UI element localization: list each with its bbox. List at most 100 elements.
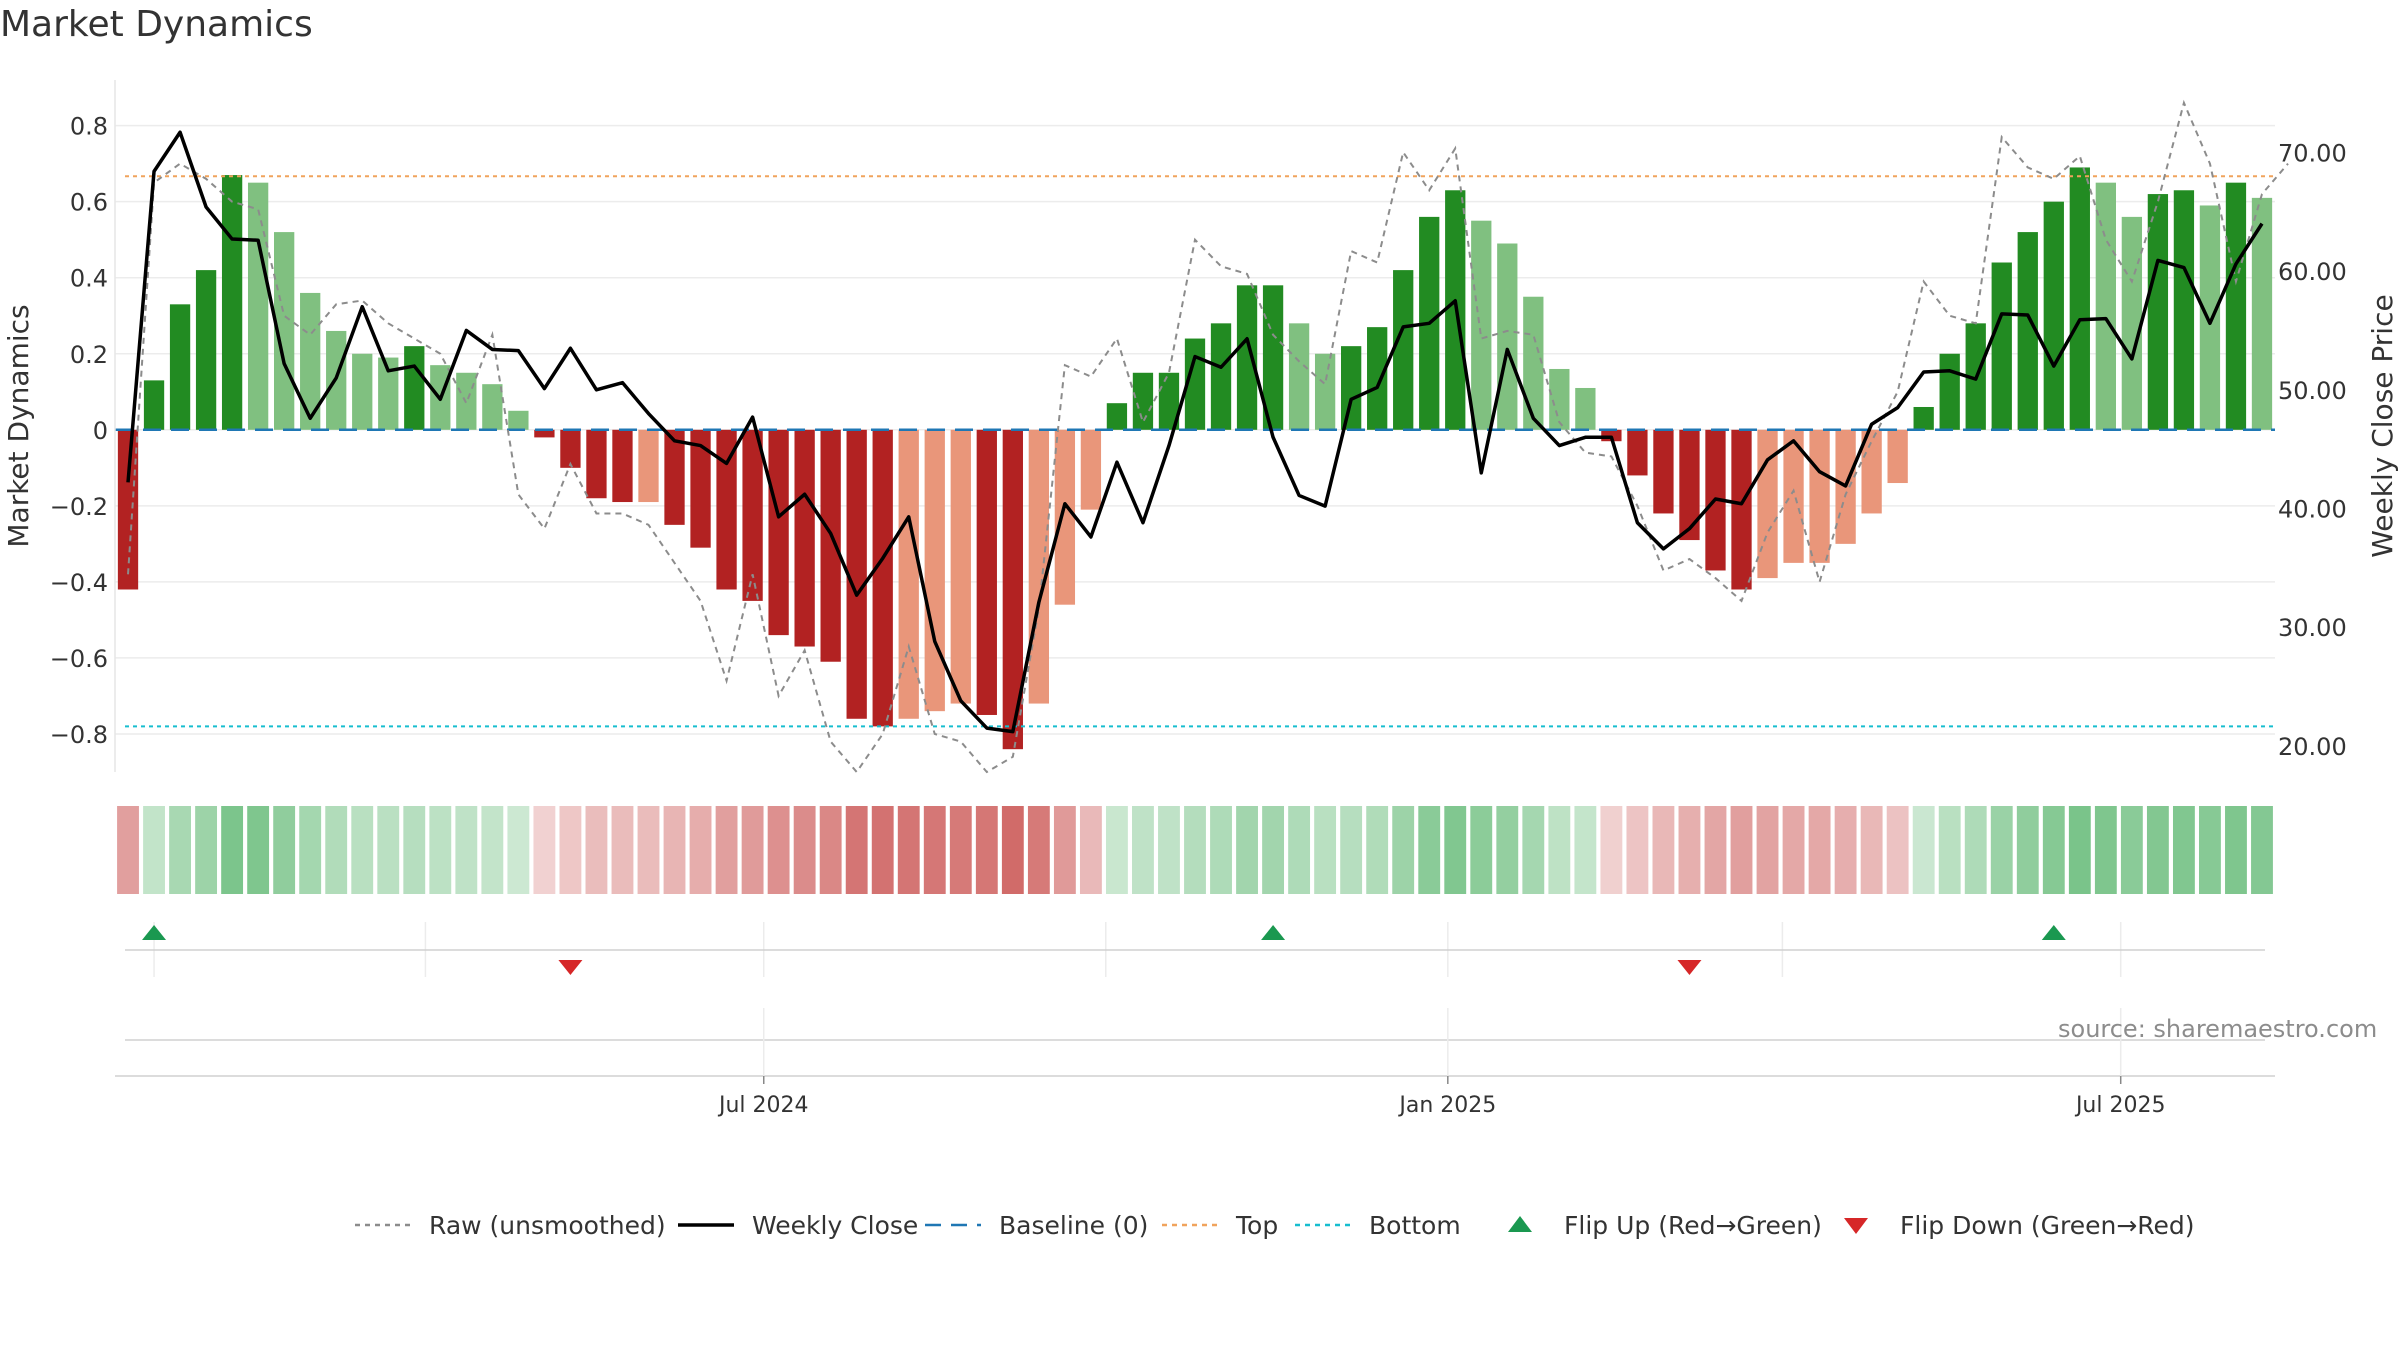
y-left-tick-label: 0.4 xyxy=(70,265,108,293)
dynamics-bar xyxy=(1236,285,1258,430)
legend-label: Flip Down (Green→Red) xyxy=(1900,1211,2195,1240)
heat-strip-cell xyxy=(559,806,582,894)
heat-strip-cell xyxy=(1132,806,1154,894)
heat-strip-cell xyxy=(1678,806,1701,894)
heat-strip-cell xyxy=(1366,806,1389,894)
heat-strip-cell xyxy=(481,806,504,894)
heat-strip-cell xyxy=(1262,806,1285,894)
dynamics-bar xyxy=(950,429,971,704)
y-left-tick-label: 0.8 xyxy=(70,113,108,141)
dynamics-bar xyxy=(2043,201,2064,430)
heat-strip-cell xyxy=(533,806,556,894)
flip-up-marker xyxy=(2041,925,2066,940)
legend-label: Raw (unsmoothed) xyxy=(429,1211,666,1240)
flip-down-marker xyxy=(558,960,583,975)
heat-strip-cell xyxy=(2146,806,2169,894)
dynamics-bar xyxy=(404,346,425,430)
heat-strip-cell xyxy=(2120,806,2143,894)
dynamics-bar xyxy=(247,182,269,430)
dynamics-bar xyxy=(1783,429,1804,563)
reference-lines xyxy=(115,175,2275,728)
dynamics-bar xyxy=(742,429,763,601)
heat-strip-cell xyxy=(377,806,400,894)
heat-strip-cell xyxy=(1548,806,1571,894)
dynamics-bar xyxy=(690,429,711,548)
heat-strip-cell xyxy=(1418,806,1441,894)
legend-flip-up-icon xyxy=(1508,1216,1532,1232)
heat-strip-cell xyxy=(1210,806,1232,894)
legend-item: Raw (unsmoothed) xyxy=(355,1211,666,1240)
dynamics-bar xyxy=(2173,190,2195,430)
heat-strip-cell xyxy=(1001,806,1024,894)
heat-strip-cell xyxy=(1522,806,1545,894)
dynamics-bar xyxy=(2121,216,2143,430)
heat-strip-cell xyxy=(507,806,530,894)
heat-strip-cell xyxy=(585,806,608,894)
dynamics-bar xyxy=(898,429,919,719)
dynamics-bar xyxy=(1601,429,1622,442)
dynamics-bar xyxy=(534,429,555,438)
dynamics-bar xyxy=(1054,429,1076,605)
dynamics-bar xyxy=(1002,429,1023,750)
heat-strip-cell xyxy=(2225,806,2247,894)
y-left-tick-label: −0.2 xyxy=(50,493,108,521)
dynamics-bar xyxy=(1080,429,1102,510)
dynamics-bar xyxy=(1627,429,1648,476)
dynamics-bar xyxy=(1809,429,1830,563)
flip-down-marker xyxy=(1677,960,1702,975)
dynamics-bar xyxy=(976,429,997,715)
dynamics-bar xyxy=(820,429,841,662)
heat-strip-cell xyxy=(923,806,946,894)
dynamics-bar xyxy=(794,429,815,647)
y-right-tick-label: 30.00 xyxy=(2278,614,2347,642)
dynamics-bar xyxy=(352,353,373,430)
y-right-tick-label: 70.00 xyxy=(2278,139,2347,167)
heat-strip-cell xyxy=(1626,806,1649,894)
dynamics-bar xyxy=(482,384,503,430)
heat-strip-cell xyxy=(1236,806,1258,894)
heat-strip-cell xyxy=(1886,806,1909,894)
dynamics-bar xyxy=(1028,429,1050,704)
dynamics-bar xyxy=(1549,368,1570,430)
heat-strip-cell xyxy=(715,806,738,894)
heat-strip-cell xyxy=(1314,806,1337,894)
y-left-tick-label: −0.6 xyxy=(50,645,108,673)
heat-strip-cell xyxy=(1184,806,1206,894)
dynamics-bar xyxy=(2225,182,2247,430)
y-left-tick-label: 0.2 xyxy=(70,341,108,369)
dynamics-bar xyxy=(1991,262,2012,430)
x-tick-label: Jan 2025 xyxy=(1397,1093,1496,1118)
dynamics-bar xyxy=(2199,205,2221,430)
dynamics-bar xyxy=(1757,429,1778,579)
heat-strip-cell xyxy=(221,806,244,894)
y-left-tick-label: 0 xyxy=(93,417,108,445)
heat-strip-cell xyxy=(845,806,868,894)
legend-label: Weekly Close xyxy=(752,1211,918,1240)
heat-strip-cell xyxy=(299,806,322,894)
dynamics-bar xyxy=(846,429,867,719)
dynamics-bar xyxy=(1887,429,1908,484)
heat-strip-cell xyxy=(1392,806,1415,894)
heat-strip-cell xyxy=(1860,806,1883,894)
dynamics-bar xyxy=(1575,387,1596,430)
dynamics-bar xyxy=(2017,232,2038,430)
heat-strip-cell xyxy=(1730,806,1753,894)
dynamics-bar xyxy=(195,270,217,430)
dynamics-bar xyxy=(221,175,243,430)
dynamics-bar xyxy=(1653,429,1674,514)
heat-strip-cell xyxy=(1964,806,1987,894)
heat-strip-cell xyxy=(897,806,920,894)
legend-item: Weekly Close xyxy=(678,1211,918,1240)
legend-item: Bottom xyxy=(1295,1211,1461,1240)
heat-strip xyxy=(117,806,2273,894)
heat-strip-cell xyxy=(2251,806,2273,894)
dynamics-bar xyxy=(2095,182,2116,430)
dynamics-bar xyxy=(1497,243,1518,430)
dynamics-bar xyxy=(169,304,191,430)
heat-strip-cell xyxy=(169,806,191,894)
dynamics-bar xyxy=(2251,197,2273,430)
heat-strip-cell xyxy=(273,806,296,894)
y-left-tick-label: −0.8 xyxy=(50,721,108,749)
dynamics-bar xyxy=(1471,220,1492,430)
